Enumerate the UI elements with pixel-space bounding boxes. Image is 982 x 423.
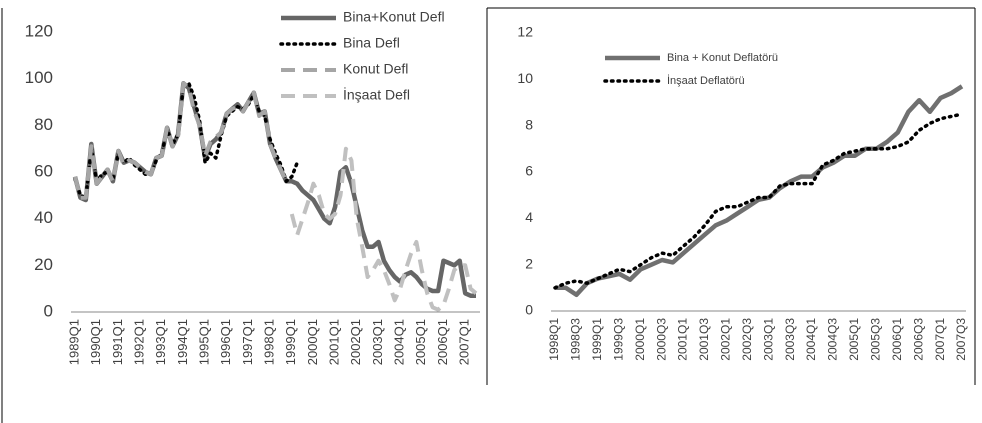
series-line [73, 81, 289, 200]
x-tick-label: 2007Q1 [457, 319, 472, 365]
x-tick-label: 2005Q3 [868, 318, 882, 361]
y-tick-label: 60 [34, 161, 53, 180]
x-tick-label: 1993Q1 [153, 319, 168, 365]
x-tick-label: 1990Q1 [88, 319, 103, 365]
x-tick-label: 1996Q1 [218, 319, 233, 365]
x-tick-label: 1998Q1 [547, 318, 561, 361]
x-tick-label: 2000Q1 [305, 319, 320, 365]
x-tick-label: 1997Q1 [240, 319, 255, 365]
x-tick-label: 2006Q1 [890, 318, 904, 361]
x-tick-label: 2005Q1 [413, 319, 428, 365]
series-line [73, 81, 299, 200]
y-tick-label: 40 [34, 208, 53, 227]
x-tick-label: 2003Q1 [761, 318, 775, 361]
x-tick-label: 2007Q3 [954, 318, 968, 361]
x-tick-label: 2007Q1 [933, 318, 947, 361]
legend-label: Bina Defl [343, 35, 400, 51]
x-tick-label: 1998Q3 [569, 318, 583, 361]
legend-label: İnşaat Deflatörü [667, 74, 745, 87]
series-line [553, 112, 964, 290]
y-tick-label: 12 [517, 24, 533, 40]
x-tick-label: 2004Q3 [826, 318, 840, 361]
x-tick-label: 1992Q1 [131, 319, 146, 365]
series-line [72, 81, 476, 298]
y-tick-label: 80 [34, 115, 53, 134]
x-tick-label: 1995Q1 [196, 319, 211, 365]
x-tick-label: 2001Q1 [676, 318, 690, 361]
x-tick-label: 2005Q1 [847, 318, 861, 361]
y-tick-label: 6 [525, 163, 533, 179]
x-tick-label: 2004Q1 [392, 319, 407, 365]
x-tick-label: 1991Q1 [110, 319, 125, 365]
y-tick-label: 10 [517, 70, 533, 86]
x-tick-label: 2006Q1 [435, 319, 450, 365]
y-tick-label: 120 [25, 21, 53, 40]
x-tick-label: 1989Q1 [66, 319, 81, 365]
x-tick-label: 1998Q1 [262, 319, 277, 365]
y-tick-label: 0 [525, 302, 533, 318]
x-tick-label: 2004Q1 [804, 318, 818, 361]
x-tick-label: 2003Q3 [783, 318, 797, 361]
y-tick-label: 0 [44, 301, 53, 320]
y-tick-label: 20 [34, 255, 53, 274]
x-tick-label: 2001Q1 [327, 319, 342, 365]
x-tick-label: 2002Q1 [719, 318, 733, 361]
x-tick-label: 1999Q1 [590, 318, 604, 361]
x-tick-label: 2002Q1 [348, 319, 363, 365]
series-line [555, 84, 964, 298]
legend-label: Konut Defl [343, 61, 408, 77]
y-tick-label: 4 [525, 209, 533, 225]
legend-label: Bina + Konut Deflatörü [667, 52, 778, 64]
x-tick-label: 1999Q3 [611, 318, 625, 361]
x-tick-label: 2000Q3 [654, 318, 668, 361]
y-tick-label: 100 [25, 68, 53, 87]
x-tick-label: 2002Q3 [740, 318, 754, 361]
y-tick-label: 8 [525, 116, 533, 132]
y-tick-label: 2 [525, 255, 533, 271]
x-tick-label: 2001Q3 [697, 318, 711, 361]
x-tick-label: 1994Q1 [175, 319, 190, 365]
series-line [289, 146, 478, 312]
legend-label: İnşaat Defl [343, 86, 410, 103]
x-tick-label: 2003Q1 [370, 319, 385, 365]
x-tick-label: 2000Q1 [633, 318, 647, 361]
x-tick-label: 2006Q3 [911, 318, 925, 361]
legend-label: Bina+Konut Defl [343, 9, 445, 25]
x-tick-label: 1999Q1 [283, 319, 298, 365]
